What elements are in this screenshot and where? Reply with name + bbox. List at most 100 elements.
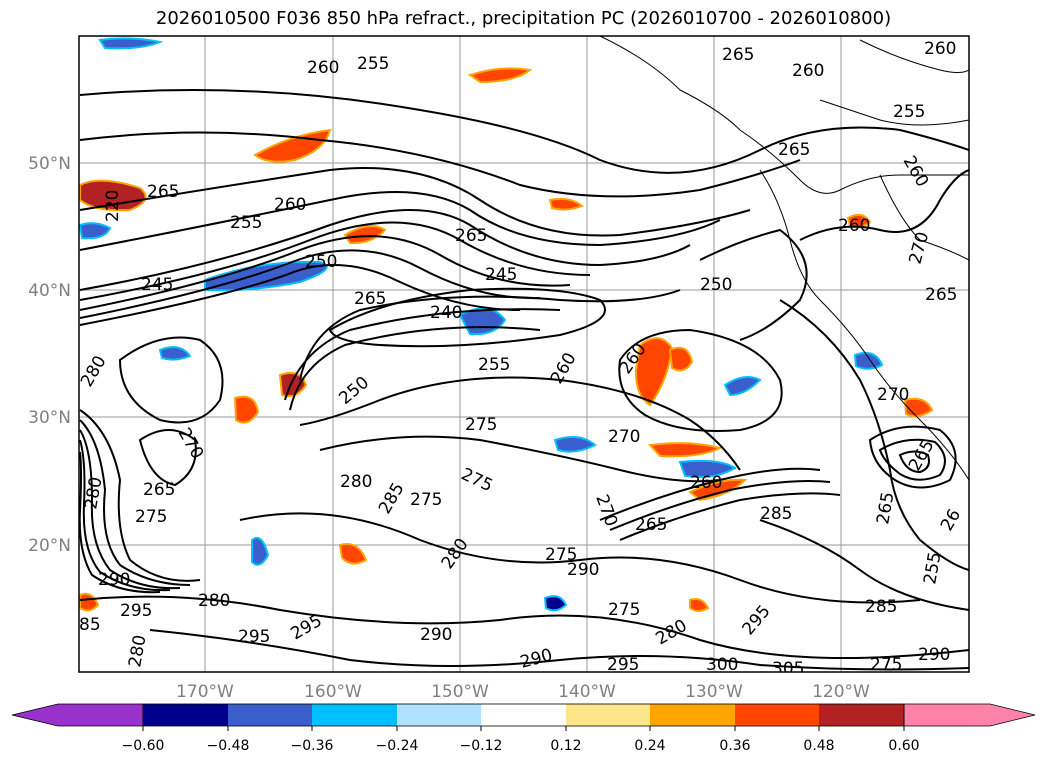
contour-label: 265: [147, 182, 179, 202]
colorbar-tick-label: −0.36: [291, 738, 334, 754]
precip-patch: [338, 543, 368, 565]
colorbar-tick-label: −0.48: [207, 738, 250, 754]
longitude-labels: 170°W 160°W 150°W 140°W 130°W 120°W: [176, 682, 870, 702]
colorbar-segment: [481, 704, 566, 726]
contour-label: 305: [772, 659, 804, 679]
contour-label: 280: [198, 591, 230, 611]
latitude-labels: 50°N 40°N 30°N 20°N: [28, 154, 71, 556]
colorbar-segment: [650, 704, 735, 726]
precip-patch: [668, 346, 694, 372]
precip-patch: [634, 337, 674, 407]
precip-patch: [553, 435, 597, 453]
precip-patch: [79, 222, 112, 240]
lon-label: 160°W: [304, 682, 362, 702]
precip-patch: [158, 346, 192, 361]
contour-label: 290: [420, 625, 452, 645]
colorbar-tick-label: −0.12: [460, 738, 503, 754]
colorbar-tick-label: 0.12: [550, 738, 581, 754]
precip-patch: [647, 442, 723, 458]
contour-label: 265: [143, 480, 175, 500]
lat-label: 20°N: [28, 536, 71, 556]
contour-label: 255: [357, 54, 389, 74]
contour-label: 295: [238, 627, 270, 647]
lat-label: 40°N: [28, 281, 71, 301]
contour-label: 285: [865, 597, 897, 617]
contour-label: 260: [307, 58, 339, 78]
colorbar-segment: [566, 704, 650, 726]
precip-shading: [79, 37, 934, 612]
contour-label: 280: [340, 472, 372, 492]
map-border: [78, 35, 970, 673]
contour-label: 260: [838, 216, 870, 236]
contour-label: 250: [700, 275, 732, 295]
colorbar-segment: [312, 704, 397, 726]
contour-label: 245: [141, 275, 173, 295]
colorbar-tick-label: −0.60: [122, 738, 165, 754]
colorbar-extend-high: [903, 703, 1036, 727]
colorbar-segment: [397, 704, 481, 726]
contour-label: 275: [410, 490, 442, 510]
contour-label: 300: [706, 655, 738, 675]
precip-patch: [723, 375, 762, 397]
contour-label: 275: [545, 545, 577, 565]
precip-patch: [253, 128, 332, 163]
contour-label: 275: [135, 507, 167, 527]
contour-label: 85: [79, 615, 101, 635]
colorbar: −0.60 −0.48 −0.36 −0.24 −0.12 0.12 0.24 …: [11, 703, 1036, 754]
lon-label: 130°W: [685, 682, 743, 702]
contour-label: 260: [924, 39, 956, 59]
contour-label: 255: [478, 355, 510, 375]
contour-label: 275: [465, 415, 497, 435]
precip-patch: [543, 595, 568, 612]
lat-label: 30°N: [28, 408, 71, 428]
precip-patch: [98, 37, 164, 50]
refractivity-contours: [79, 89, 969, 671]
contour-labels: 260 255 265 260 260 255 260 265 220 265 …: [79, 39, 965, 679]
precip-patch: [853, 352, 884, 370]
colorbar-tick-label: 0.24: [634, 738, 665, 754]
contour-label: 255: [230, 213, 262, 233]
precip-patch: [343, 225, 387, 245]
colorbar-segment: [735, 704, 819, 726]
contour-label: 265: [354, 289, 386, 309]
colorbar-tick-label: 0.60: [888, 738, 919, 754]
map-area: [79, 36, 969, 672]
lat-label: 50°N: [28, 154, 71, 174]
contour-label: 265: [635, 515, 667, 535]
contour-label: 250: [305, 252, 337, 272]
lon-label: 150°W: [431, 682, 489, 702]
colorbar-segment: [819, 704, 904, 726]
contour-label: 240: [430, 303, 462, 323]
colorbar-segment: [143, 704, 228, 726]
contour-label: 295: [120, 601, 152, 621]
contour-label: 260: [792, 61, 824, 81]
contour-label: 290: [567, 560, 599, 580]
contour-label: 245: [485, 265, 517, 285]
contour-label: 265: [778, 140, 810, 160]
colorbar-tick-label: 0.48: [803, 738, 834, 754]
contour-label: 260: [274, 195, 306, 215]
precip-patch: [467, 67, 533, 84]
lon-label: 120°W: [812, 682, 870, 702]
colorbar-tick-label: 0.36: [719, 738, 750, 754]
contour-label: 255: [893, 102, 925, 122]
contour-label: 275: [608, 600, 640, 620]
contour-label: 285: [760, 504, 792, 524]
contour-label: 290: [918, 645, 950, 665]
coastlines: [599, 36, 969, 481]
contour-label: 290: [98, 570, 130, 590]
map-title: 2026010500 F036 850 hPa refract., precip…: [155, 8, 892, 29]
precip-patch: [233, 395, 260, 424]
lon-label: 140°W: [558, 682, 616, 702]
contour-label: 295: [607, 655, 639, 675]
precip-patch: [251, 536, 270, 566]
precip-patch: [548, 197, 584, 211]
contour-label: 265: [455, 226, 487, 246]
precip-patch: [688, 478, 748, 502]
precip-patch: [678, 459, 737, 478]
contour-label: 270: [877, 385, 909, 405]
colorbar-tick-label: −0.24: [376, 738, 419, 754]
colorbar-segment: [228, 704, 312, 726]
contour-label: 265: [925, 285, 957, 305]
precip-patch: [689, 598, 710, 612]
